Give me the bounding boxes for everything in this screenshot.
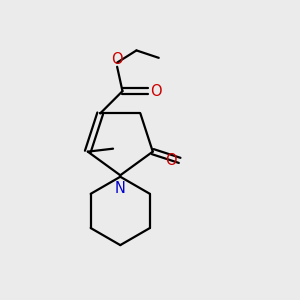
Text: O: O <box>111 52 123 67</box>
Text: N: N <box>115 181 126 196</box>
Text: O: O <box>166 153 177 168</box>
Text: O: O <box>150 84 162 99</box>
